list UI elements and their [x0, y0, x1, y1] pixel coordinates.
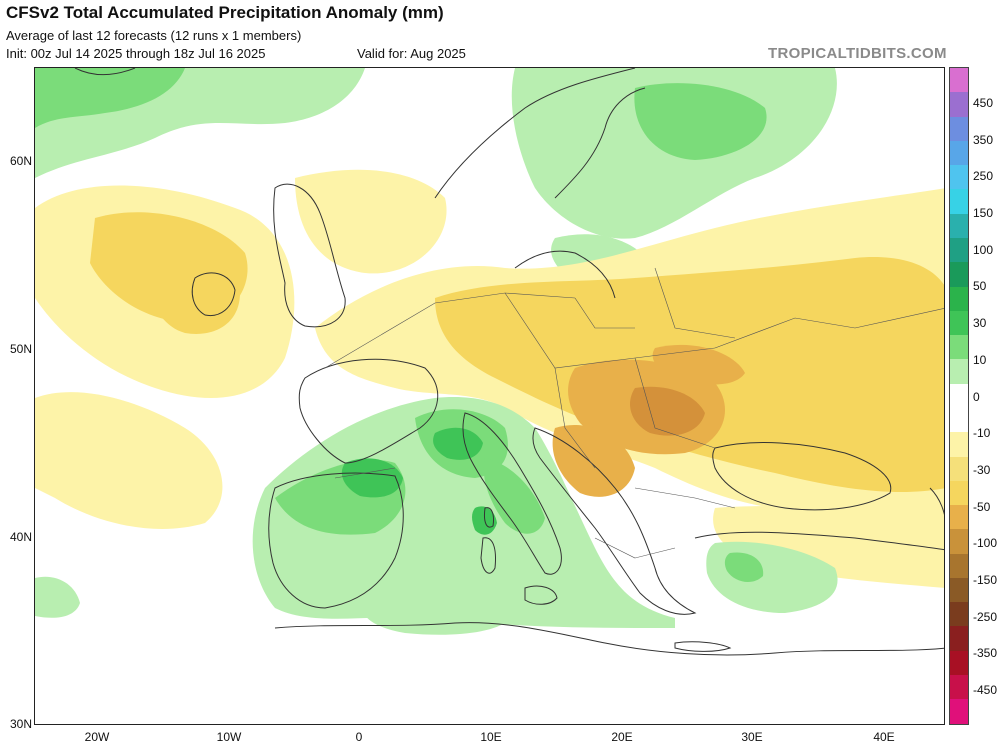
init-time: Init: 00z Jul 14 2025 through 18z Jul 16…	[6, 46, 266, 61]
coastlines	[74, 68, 944, 656]
anomaly-dry-ireland	[151, 261, 240, 334]
lon-label-10w: 10W	[216, 730, 242, 744]
lon-label-40e: 40E	[873, 730, 895, 744]
colorbar-segment	[950, 480, 968, 506]
colorbar-label: 100	[973, 242, 994, 257]
anomaly-wet-north-atlantic-mid	[35, 68, 185, 128]
valid-time: Valid for: Aug 2025	[357, 46, 466, 61]
colorbar	[949, 67, 969, 725]
lat-label-30n: 30N	[9, 717, 32, 731]
colorbar-label: 250	[973, 169, 994, 184]
colorbar-label: -100	[973, 536, 998, 551]
anomaly-dry-north-sea	[295, 169, 447, 274]
map-title: CFSv2 Total Accumulated Precipitation An…	[6, 3, 444, 22]
map-subtitle: Average of last 12 forecasts (12 runs x …	[6, 28, 302, 43]
coast-north-africa	[274, 622, 944, 656]
coast-balkans	[532, 427, 697, 615]
coast-ireland	[191, 272, 236, 317]
lon-label-30e: 30E	[741, 730, 763, 744]
colorbar-label: -350	[973, 646, 998, 661]
colorbar-segment	[950, 650, 968, 676]
coast-italy	[462, 412, 562, 575]
lon-label-20w: 20W	[84, 730, 110, 744]
colorbar-segment	[950, 165, 968, 190]
lon-label-0: 0	[355, 730, 363, 744]
precip-anomaly-map	[35, 68, 944, 724]
anomaly-wet-eastern-med-core	[724, 552, 764, 583]
lat-label-40n: 40N	[9, 530, 32, 544]
lon-label-10e: 10E	[480, 730, 502, 744]
colorbar-segment	[950, 675, 968, 700]
colorbar-segment	[950, 140, 968, 166]
lon-label-20e: 20E	[611, 730, 633, 744]
colorbar-segment	[950, 92, 968, 117]
colorbar-segment	[950, 553, 968, 578]
colorbar-label: -30	[973, 462, 991, 477]
colorbar-label: -150	[973, 572, 998, 587]
lat-label-60n: 60N	[9, 154, 32, 168]
colorbar-segment	[950, 68, 968, 93]
colorbar-segment	[950, 286, 968, 311]
coast-baltic	[514, 250, 616, 299]
colorbar-segment	[950, 529, 968, 554]
anomaly-wet-north-africa	[362, 593, 515, 635]
anomaly-wet-alps-core	[433, 427, 483, 460]
colorbar-segment	[950, 189, 968, 214]
colorbar-segment	[950, 407, 968, 433]
colorbar-segment	[950, 699, 968, 724]
anomaly-dry-ukraine	[652, 344, 745, 385]
anomaly-dry-turkey-north	[713, 506, 944, 588]
anomaly-wet-spain-north	[341, 458, 403, 498]
colorbar-label: 0	[973, 389, 980, 404]
lat-label-50n: 50N	[9, 342, 32, 356]
site-watermark: TROPICALTIDBITS.COM	[768, 45, 947, 62]
colorbar-segment	[950, 262, 968, 287]
coast-sardinia	[480, 537, 496, 574]
colorbar-label: -10	[973, 426, 991, 441]
colorbar-segment	[950, 335, 968, 360]
coast-crete	[674, 641, 732, 652]
coast-sicily	[524, 585, 558, 605]
colorbar-segment	[950, 359, 968, 384]
colorbar-segment	[950, 383, 968, 408]
coast-scandinavia	[434, 68, 646, 199]
colorbar-segment	[950, 577, 968, 603]
coast-britain	[273, 183, 346, 328]
anomaly-dry-romania-core	[630, 386, 705, 436]
colorbar-label: 450	[973, 96, 994, 110]
colorbar-segment	[950, 116, 968, 141]
anomaly-dry-balkans	[552, 424, 635, 497]
colorbar-label: 350	[973, 132, 994, 147]
colorbar-segment	[950, 456, 968, 481]
colorbar-label: -250	[973, 609, 998, 624]
colorbar-segment	[950, 602, 968, 627]
anomaly-wet-morocco	[35, 576, 80, 618]
anomaly-wet-scandinavia-mid	[634, 83, 767, 160]
map-panel[interactable]	[34, 67, 945, 725]
colorbar-label: 30	[973, 316, 987, 331]
country-borders	[324, 267, 944, 559]
coast-turkey	[694, 531, 944, 551]
colorbar-label: 10	[973, 352, 987, 367]
colorbar-segment	[950, 432, 968, 457]
coast-corsica	[484, 507, 494, 528]
colorbar-segment	[950, 310, 968, 336]
colorbar-segment	[950, 213, 968, 238]
colorbar-label: 50	[973, 279, 987, 294]
colorbar-label: -50	[973, 499, 991, 514]
colorbar-label: 150	[973, 206, 994, 221]
coast-france	[298, 358, 439, 464]
coast-caspian	[929, 487, 944, 516]
anomaly-dry-atlantic-south	[35, 392, 223, 529]
colorbar-segment	[950, 237, 968, 263]
colorbar-segment	[950, 626, 968, 651]
colorbar-label: -450	[973, 683, 998, 697]
colorbar-segment	[950, 505, 968, 530]
anomaly-wet-western-med	[252, 397, 675, 628]
coast-black-sea	[712, 442, 892, 511]
anomaly-wet-italy	[483, 458, 545, 534]
coast-iceland	[74, 68, 136, 76]
